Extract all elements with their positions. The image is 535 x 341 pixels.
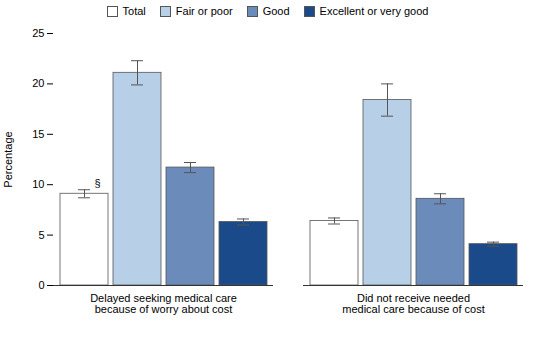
svg-text:10: 10 bbox=[32, 178, 44, 190]
svg-text:15: 15 bbox=[32, 128, 44, 140]
svg-text:Percentage: Percentage bbox=[2, 131, 14, 187]
html-text:Good: Good bbox=[262, 5, 290, 17]
svg-text:Did not receive neededmedical: Did not receive neededmedical care becau… bbox=[342, 292, 484, 315]
svg-text:25: 25 bbox=[32, 27, 44, 39]
html-text:Fair or poor: Fair or poor bbox=[175, 5, 233, 17]
svg-text:5: 5 bbox=[38, 229, 44, 241]
svg-text:0: 0 bbox=[38, 279, 44, 291]
html-text:Excellent or very good: Excellent or very good bbox=[319, 5, 429, 17]
html-text:Total: Total bbox=[122, 5, 146, 17]
svg-text:§: § bbox=[95, 177, 101, 189]
svg-text:20: 20 bbox=[32, 77, 44, 89]
svg-text:Delayed seeking medical carebe: Delayed seeking medical carebecause of w… bbox=[90, 292, 237, 315]
